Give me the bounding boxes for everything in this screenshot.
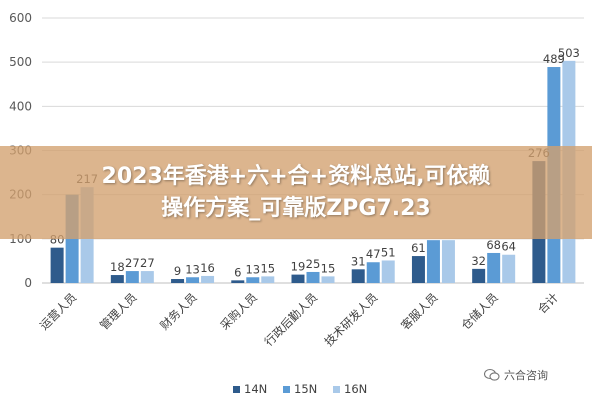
data-label: 27 bbox=[140, 256, 155, 270]
bar-15N bbox=[125, 271, 139, 283]
wechat-icon bbox=[484, 368, 500, 381]
data-label: 15 bbox=[321, 261, 336, 275]
data-label: 13 bbox=[245, 262, 260, 276]
bar-15N bbox=[246, 277, 260, 283]
data-label: 25 bbox=[306, 257, 321, 271]
bar-15N bbox=[366, 262, 380, 283]
legend-swatch bbox=[283, 386, 290, 393]
bar-16N bbox=[261, 276, 275, 283]
x-category-label: 客服人员 bbox=[398, 290, 440, 332]
data-label: 6 bbox=[234, 265, 241, 279]
data-label: 503 bbox=[558, 46, 580, 60]
data-label: 13 bbox=[185, 262, 200, 276]
data-label: 32 bbox=[471, 254, 486, 268]
legend-label: 14N bbox=[244, 382, 267, 396]
bar-14N bbox=[351, 269, 365, 283]
bar-14N bbox=[472, 268, 486, 283]
bar-16N bbox=[441, 240, 455, 283]
overlay-banner: 2023年香港+六+合+资料总站,可依赖 操作方案_可靠版ZPG7.23 bbox=[0, 146, 592, 239]
x-category-label: 行政后勤人员 bbox=[261, 290, 320, 349]
bar-14N bbox=[171, 279, 185, 283]
bar-15N bbox=[487, 252, 501, 283]
bar-16N bbox=[321, 276, 335, 283]
data-label: 15 bbox=[260, 261, 275, 275]
bar-14N bbox=[291, 274, 305, 283]
data-label: 489 bbox=[543, 52, 565, 66]
y-tick-label: 0 bbox=[24, 276, 32, 290]
bar-15N bbox=[426, 240, 440, 283]
legend-label: 15N bbox=[294, 382, 317, 396]
x-category-label: 运营人员 bbox=[37, 290, 79, 332]
x-category-label: 技术研发人员 bbox=[322, 290, 381, 349]
data-label: 31 bbox=[351, 254, 366, 268]
data-label: 68 bbox=[486, 238, 501, 252]
data-label: 9 bbox=[174, 264, 181, 278]
data-label: 47 bbox=[366, 247, 381, 261]
data-label: 51 bbox=[381, 245, 396, 259]
legend-label: 16N bbox=[344, 382, 367, 396]
bar-16N bbox=[381, 260, 395, 283]
y-tick-label: 600 bbox=[9, 11, 32, 25]
watermark-text: 六合咨询 bbox=[504, 369, 548, 382]
data-label: 61 bbox=[411, 241, 426, 255]
y-tick-label: 400 bbox=[9, 99, 32, 113]
bar-15N bbox=[306, 271, 320, 283]
bar-15N bbox=[186, 277, 200, 283]
data-label: 16 bbox=[200, 261, 215, 275]
bar-16N bbox=[502, 254, 516, 283]
data-label: 19 bbox=[291, 260, 306, 274]
y-tick-label: 500 bbox=[9, 55, 32, 69]
overlay-line-1: 2023年香港+六+合+资料总站,可依赖 bbox=[101, 163, 491, 189]
data-label: 27 bbox=[125, 256, 140, 270]
bar-14N bbox=[411, 256, 425, 283]
bar-16N bbox=[201, 275, 215, 283]
legend-swatch bbox=[333, 386, 340, 393]
x-category-label: 管理人员 bbox=[97, 290, 139, 332]
overlay-line-2: 操作方案_可靠版ZPG7.23 bbox=[161, 195, 431, 221]
data-label: 64 bbox=[501, 240, 516, 254]
x-category-label: 采购人员 bbox=[217, 290, 259, 332]
x-category-label: 合计 bbox=[535, 290, 562, 317]
bar-14N bbox=[231, 280, 245, 283]
bar-14N bbox=[110, 275, 124, 283]
bar-16N bbox=[140, 271, 154, 283]
data-label: 18 bbox=[110, 260, 125, 274]
x-axis-categories: 运营人员 管理人员 财务人员 采购人员 行政后勤人员 技术研发人员 客服人员 仓储人员 合计 bbox=[37, 290, 562, 349]
x-category-label: 财务人员 bbox=[157, 290, 199, 332]
x-category-label: 仓储人员 bbox=[458, 290, 500, 332]
legend: 14N 15N 16N bbox=[233, 382, 367, 396]
watermark: 六合咨询 bbox=[484, 366, 548, 384]
legend-swatch bbox=[233, 386, 240, 393]
bar-14N bbox=[50, 247, 64, 283]
